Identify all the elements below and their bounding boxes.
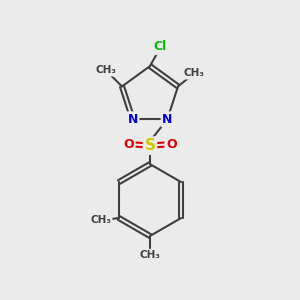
Text: CH₃: CH₃ (184, 68, 205, 78)
Text: N: N (162, 113, 172, 126)
Text: CH₃: CH₃ (95, 65, 116, 75)
Text: O: O (124, 138, 134, 151)
Text: O: O (166, 138, 176, 151)
Text: CH₃: CH₃ (90, 215, 111, 225)
Text: N: N (128, 113, 138, 126)
Text: CH₃: CH₃ (140, 250, 160, 260)
Text: Cl: Cl (154, 40, 167, 53)
Text: S: S (145, 138, 155, 153)
